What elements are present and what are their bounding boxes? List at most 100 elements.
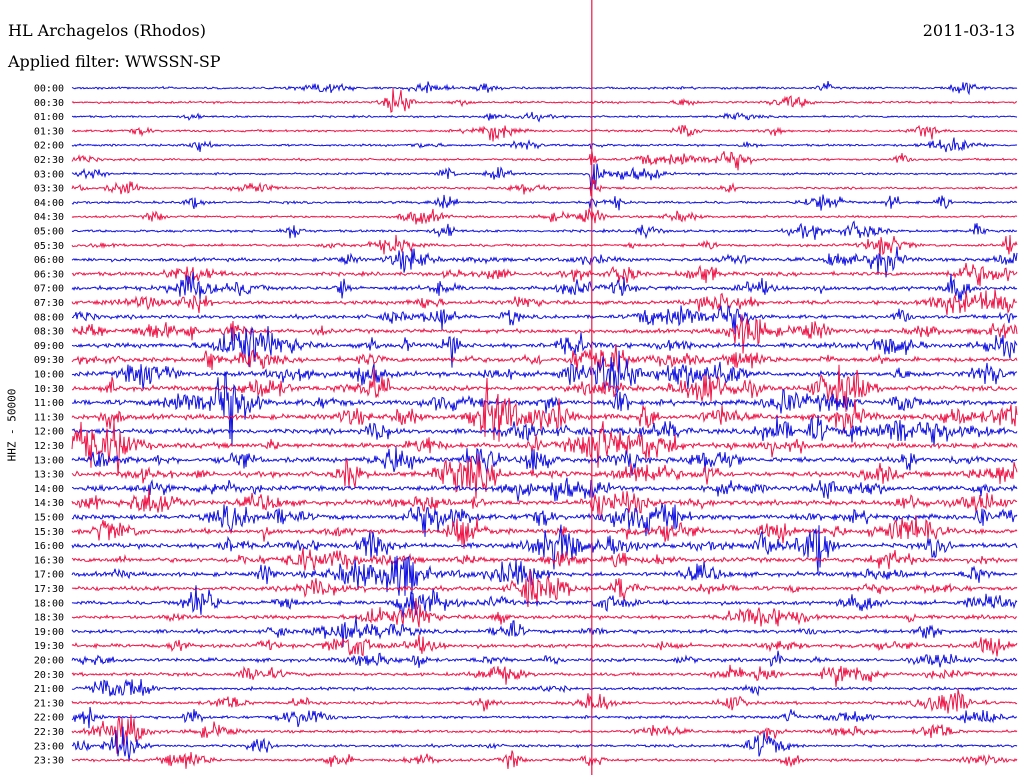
time-tick-label: 16:30: [34, 555, 64, 566]
time-tick-label: 06:30: [34, 269, 64, 280]
trace-0000: [71, 81, 1018, 96]
time-tick-label: 02:00: [34, 141, 64, 152]
time-tick-label: 14:30: [34, 498, 64, 509]
time-tick-label: 07:00: [34, 284, 64, 295]
trace-0430: [71, 208, 1018, 225]
trace-1030: [71, 364, 1018, 412]
time-tick-label: 11:30: [34, 412, 64, 423]
time-tick-label: 02:30: [34, 155, 64, 166]
time-tick-label: 20:00: [34, 656, 64, 667]
time-tick-label: 00:30: [34, 98, 64, 109]
trace-1130: [71, 377, 1018, 442]
trace-0300: [71, 163, 1018, 192]
time-tick-label: 13:00: [34, 455, 64, 466]
trace-1630: [71, 548, 1018, 571]
time-tick-label: 08:00: [34, 312, 64, 323]
trace-0930: [71, 344, 1018, 373]
time-tick-label: 10:00: [34, 370, 64, 381]
time-tick-label: 21:00: [34, 684, 64, 695]
trace-2200: [71, 706, 1018, 729]
time-tick-label: 08:30: [34, 327, 64, 338]
trace-0900: [71, 326, 1018, 368]
trace-0100: [71, 111, 1018, 123]
time-tick-label: 13:30: [34, 470, 64, 481]
header: HL Archagelos (Rhodos) Applied filter: W…: [0, 0, 1024, 80]
time-tick-label: 05:30: [34, 241, 64, 252]
time-tick-label: 01:00: [34, 112, 64, 123]
time-tick-label: 03:30: [34, 184, 64, 195]
trace-0030: [71, 88, 1018, 113]
time-tick-label: 18:30: [34, 613, 64, 624]
trace-0730: [71, 288, 1018, 315]
time-tick-label: 23:00: [34, 741, 64, 752]
time-tick-label: 19:30: [34, 641, 64, 652]
trace-1230: [71, 420, 1018, 476]
trace-1430: [71, 488, 1018, 521]
trace-0700: [71, 271, 1018, 302]
trace-0230: [71, 151, 1018, 171]
trace-1300: [71, 446, 1018, 476]
time-tick-label: 15:00: [34, 513, 64, 524]
time-tick-label: 17:30: [34, 584, 64, 595]
time-tick-label: 11:00: [34, 398, 64, 409]
trace-1330: [71, 453, 1018, 499]
time-tick-label: 14:00: [34, 484, 64, 495]
time-tick-label: 04:00: [34, 198, 64, 209]
time-tick-label: 07:30: [34, 298, 64, 309]
time-tick-label: 20:30: [34, 670, 64, 681]
trace-2230: [71, 714, 1018, 754]
time-tick-label: 22:30: [34, 727, 64, 738]
trace-1700: [71, 555, 1018, 596]
trace-1200: [71, 414, 1018, 447]
time-tick-label: 23:30: [34, 756, 64, 767]
time-tick-label: 01:30: [34, 126, 64, 137]
trace-2100: [71, 678, 1018, 697]
time-tick-label: 12:00: [34, 427, 64, 438]
trace-1730: [71, 569, 1018, 608]
time-tick-label: 00:00: [34, 84, 64, 95]
trace-1830: [71, 598, 1018, 628]
time-tick-label: 19:00: [34, 627, 64, 638]
time-tick-label: 16:00: [34, 541, 64, 552]
time-tick-label: 15:30: [34, 527, 64, 538]
trace-0330: [71, 179, 1018, 197]
trace-1400: [71, 477, 1018, 502]
trace-0800: [71, 305, 1018, 335]
trace-2130: [71, 688, 1018, 714]
trace-0600: [71, 246, 1018, 278]
trace-0400: [71, 194, 1018, 211]
seismogram-traces: [71, 0, 1018, 775]
time-tick-labels: 00:00 00:30 01:00 01:30 02:00 02:30 03:00 03:30…: [34, 84, 64, 767]
time-tick-label: 22:00: [34, 713, 64, 724]
trace-1000: [71, 350, 1018, 394]
station-title: HL Archagelos (Rhodos): [8, 21, 206, 40]
trace-0830: [71, 314, 1018, 354]
trace-0130: [71, 124, 1018, 142]
trace-0630: [71, 262, 1018, 287]
date-label: 2011-03-13: [922, 21, 1015, 40]
filter-label: Applied filter: WWSSN-SP: [8, 52, 221, 71]
trace-1800: [71, 585, 1018, 618]
trace-2030: [71, 664, 1018, 687]
trace-1500: [71, 503, 1018, 537]
time-tick-label: 03:00: [34, 169, 64, 180]
time-tick-label: 21:30: [34, 698, 64, 709]
time-tick-label: 10:30: [34, 384, 64, 395]
trace-0500: [71, 220, 1018, 240]
time-tick-label: 06:00: [34, 255, 64, 266]
time-tick-label: 04:30: [34, 212, 64, 223]
trace-1930: [71, 634, 1018, 657]
trace-1100: [71, 371, 1018, 446]
time-tick-label: 09:30: [34, 355, 64, 366]
trace-0200: [71, 137, 1018, 153]
time-tick-label: 05:00: [34, 227, 64, 238]
trace-2000: [71, 650, 1018, 668]
trace-0530: [71, 234, 1018, 260]
trace-2330: [71, 750, 1018, 769]
trace-2300: [71, 726, 1018, 761]
trace-1900: [71, 616, 1018, 647]
time-tick-label: 17:00: [34, 570, 64, 581]
time-tick-label: 18:00: [34, 598, 64, 609]
trace-1600: [71, 524, 1018, 574]
